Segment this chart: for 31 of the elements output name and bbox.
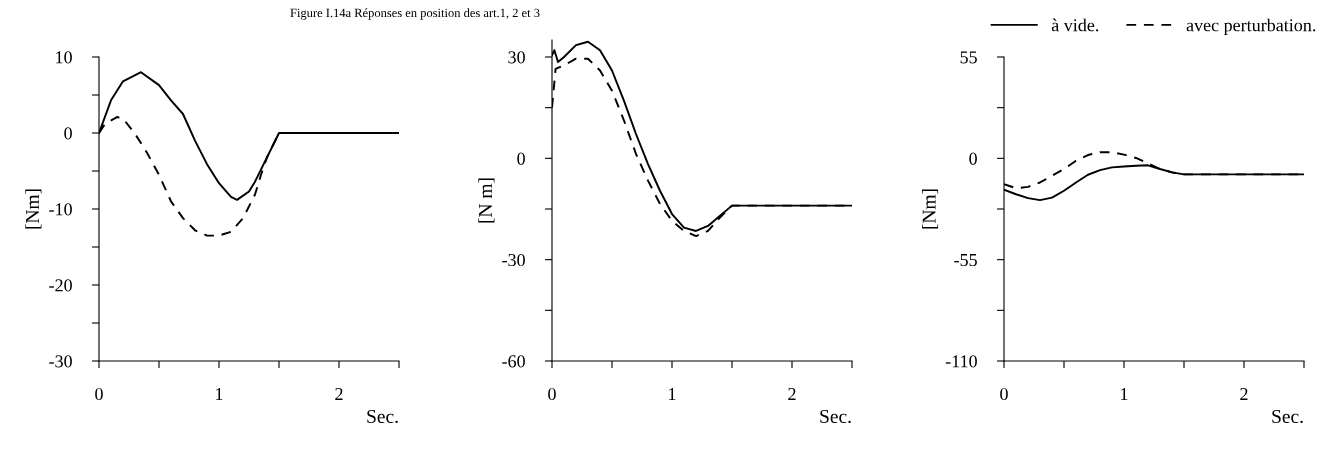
y-tick-label: -55 (954, 254, 977, 267)
legend-label: à vide. (1051, 18, 1099, 32)
y-tick-label: 10 (56, 51, 72, 64)
x-tick-label: 2 (788, 387, 796, 400)
y-tick-label: 55 (960, 51, 977, 64)
y-tick-label: 30 (508, 51, 525, 64)
y-tick-label: 0 (517, 152, 525, 165)
y-tick-label: -110 (945, 355, 977, 368)
y-axis-title: [Nm] (25, 189, 42, 229)
y-tick-label: -30 (49, 355, 72, 368)
x-tick-label: 0 (1000, 387, 1008, 401)
x-axis-title: Sec. (820, 409, 851, 424)
x-tick-label: 1 (216, 388, 223, 400)
y-axis-title: [N m] (478, 178, 495, 223)
x-axis-title: Sec. (1272, 409, 1303, 424)
legend-label: avec perturbation. (1186, 18, 1316, 36)
y-tick-label: -10 (49, 203, 72, 216)
y-tick-label: -30 (502, 253, 525, 267)
x-tick-label: 2 (1240, 387, 1248, 400)
y-tick-label: -20 (49, 279, 72, 292)
x-tick-label: 0 (95, 387, 103, 401)
y-tick-label: 0 (969, 152, 977, 165)
y-tick-label: 0 (64, 127, 72, 140)
x-tick-label: 2 (335, 387, 343, 400)
x-axis-title: Sec. (367, 409, 398, 424)
chart-title: Figure I.14a Réponses en position des art.1, 2 et 3 (290, 8, 540, 20)
x-tick-label: 1 (669, 388, 676, 400)
y-tick-label: -60 (502, 355, 525, 368)
y-axis-title: [Nm] (922, 189, 939, 229)
x-tick-label: 0 (548, 387, 556, 401)
x-tick-label: 1 (1121, 388, 1128, 400)
